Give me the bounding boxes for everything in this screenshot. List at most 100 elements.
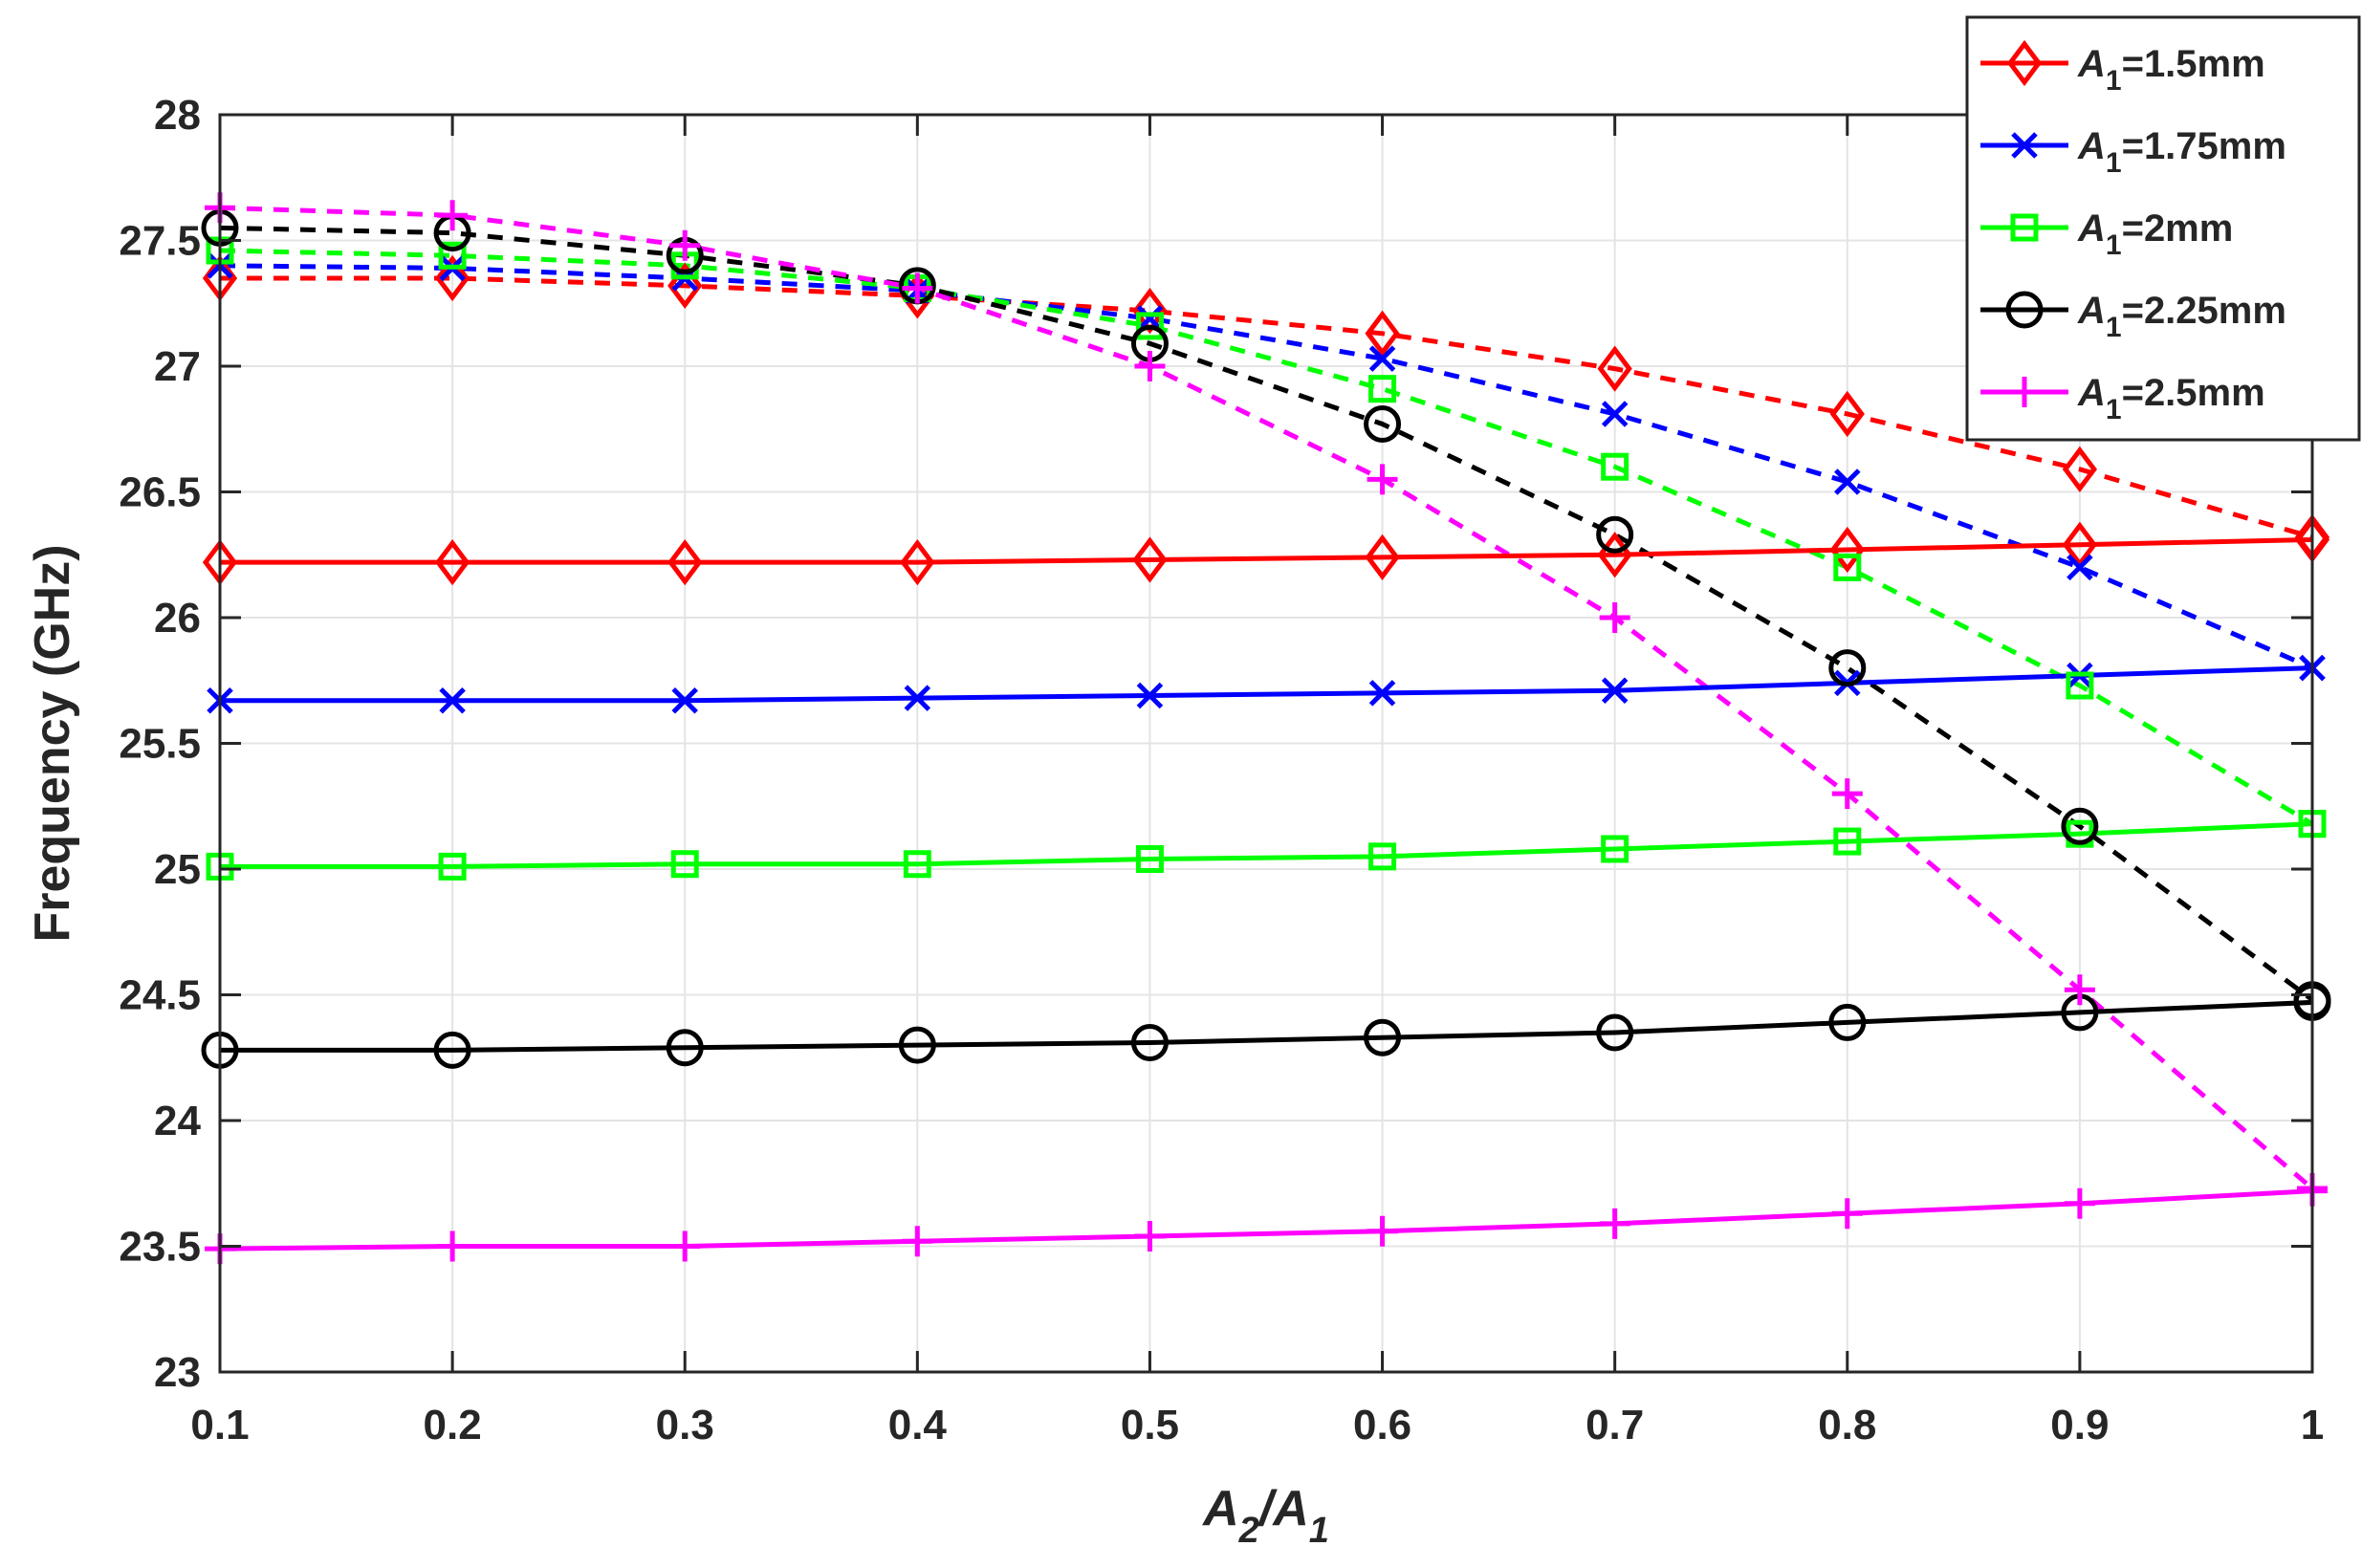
data-point-dashed [1368,375,1397,403]
legend-marker [2005,291,2044,329]
data-point-solid [667,538,703,586]
data-point-dashed [1599,602,1630,633]
x-tick-label: 1 [2301,1402,2324,1448]
data-point-solid [439,687,466,714]
data-point-solid [2066,819,2094,848]
data-point-dashed [1136,305,1164,332]
legend-label: A1=2.5mm [2077,372,2265,425]
y-tick-label: 23 [154,1349,201,1396]
series-solid-line [220,821,2313,869]
y-axis-label: Frequency (GHz) [25,544,80,942]
data-point-solid [438,852,467,881]
data-point-dashed [2067,554,2093,581]
data-point-dashed [1367,464,1398,495]
data-point-solid [1601,677,1629,705]
x-tick-label: 0.5 [1121,1402,1179,1448]
y-tick-label: 24.5 [119,972,201,1019]
x-tick-label: 0.9 [2050,1402,2109,1448]
data-point-dashed [437,200,469,231]
data-point-solid [437,1230,469,1262]
x-tick-label: 0.7 [1586,1402,1644,1448]
data-point-solid [671,687,698,714]
x-axis-label: A2/A1 [1201,1481,1329,1551]
y-tick-label: 28 [154,92,201,139]
data-point-dashed [1135,312,1164,340]
legend-marker [2009,377,2040,407]
y-tick-label: 25.5 [119,721,201,768]
series-dashed-line [219,225,2314,1002]
y-tick-label: 25 [154,846,201,893]
data-point-solid [1134,1220,1166,1252]
data-point-dashed [438,241,467,270]
data-point-solid [1596,1013,1634,1052]
data-point-solid [1368,680,1396,707]
data-point-solid [1831,1198,1863,1230]
series-solid-line [219,1188,2313,1252]
data-point-solid [1368,842,1397,871]
series-solid-line [220,665,2313,704]
y-tick-label: 26 [154,595,201,642]
legend-marker [2011,132,2038,159]
data-point-solid [1130,1023,1169,1061]
data-point-dashed [1364,404,1402,443]
data-point-dashed [434,254,470,302]
legend-label: A1=2.25mm [2077,290,2286,343]
data-point-dashed [1132,287,1168,335]
data-point-dashed [2062,446,2098,492]
y-tick-label: 23.5 [119,1224,201,1271]
y-tick-label: 24 [154,1098,201,1144]
data-point-dashed [2066,671,2094,700]
x-tick-label: 0.3 [656,1402,714,1448]
data-point-solid [898,1026,936,1064]
data-point-solid [1136,682,1164,709]
data-point-solid [1367,1215,1398,1247]
data-point-dashed [1134,351,1166,381]
data-point-dashed [902,272,933,304]
series-dashed-line [220,275,2313,540]
data-point-dashed [1834,468,1861,495]
data-point-dashed [1365,310,1400,357]
data-point-solid [900,538,935,586]
data-point-solid [904,685,931,711]
data-point-solid [433,1031,471,1069]
x-tick-label: 0.6 [1353,1402,1411,1448]
x-tick-label: 0.1 [190,1402,249,1448]
data-point-solid [1601,835,1629,863]
legend: A1=1.5mm A1=1.75mm A1=2mm A1=2.25mm A1=2.5mm [1965,15,2361,442]
data-point-solid [2064,1187,2095,1219]
data-point-dashed [2064,974,2095,1006]
data-point-solid [670,850,699,879]
data-point-dashed [669,229,701,261]
data-point-dashed [1829,390,1865,438]
legend-label: A1=2mm [2077,207,2233,261]
legend-label: A1=1.75mm [2077,125,2286,179]
data-point-dashed [2061,807,2099,845]
data-point-solid [902,1226,933,1257]
series-solid-line [220,999,2313,1053]
data-point-solid [903,850,931,879]
data-point-dashed [1597,345,1632,392]
data-point-solid [1135,844,1164,873]
data-point-dashed [1601,401,1629,427]
data-point-solid [1829,526,1865,574]
legend-marker [2006,39,2043,87]
series-dashed-line [219,263,2313,670]
x-tick-label: 0.8 [1818,1402,1876,1448]
data-point-dashed [1831,778,1863,810]
data-point-dashed [1596,515,1634,554]
axis-ticks: 0.1 0.2 0.3 0.4 0.5 0.6 0.7 0.8 0.9 1 23 23.5 24 24.5… [119,92,2324,1448]
data-point-dashed [1828,649,1867,687]
y-tick-label: 27 [154,343,201,390]
series-solid-line [220,536,2313,565]
series-dashed-line [219,205,2314,1190]
data-point-solid [1132,536,1168,583]
x-tick-label: 0.2 [424,1402,482,1448]
legend-label: A1=1.5mm [2077,43,2265,97]
data-point-solid [434,538,470,586]
data-point-dashed [1601,452,1629,481]
y-tick-label: 26.5 [119,469,201,516]
data-point-dashed [1368,345,1396,372]
y-tick-label: 27.5 [119,218,201,265]
data-point-solid [669,1230,701,1262]
